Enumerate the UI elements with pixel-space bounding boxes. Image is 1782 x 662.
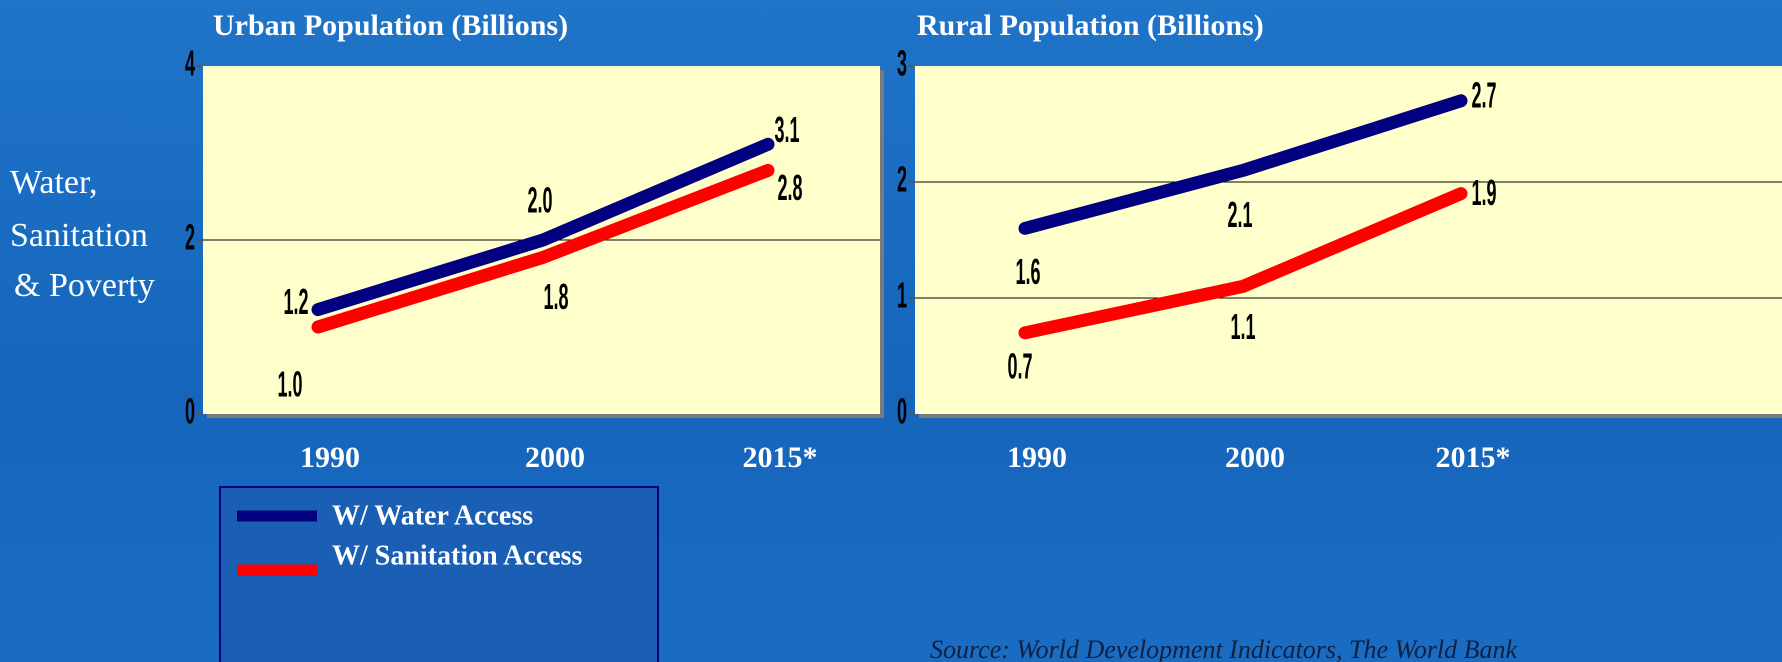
y-tick-label: 0 xyxy=(897,392,907,432)
chart-title: Rural Population (Billions) xyxy=(917,9,1264,42)
source-note: Source: World Development Indicators, Th… xyxy=(930,635,1518,662)
data-label: 3.1 xyxy=(774,110,799,150)
side-text: Sanitation xyxy=(10,217,148,254)
side-text: & Poverty xyxy=(14,267,155,304)
x-tick-label: 2000 xyxy=(525,441,585,474)
y-tick-label: 0 xyxy=(185,392,195,432)
data-label: 1.1 xyxy=(1230,307,1255,347)
data-label: 1.8 xyxy=(543,277,568,317)
data-label: 1.0 xyxy=(277,365,302,405)
series-line xyxy=(1018,187,1468,340)
data-label: 1.9 xyxy=(1471,173,1496,213)
series-line xyxy=(311,137,775,317)
x-tick-label: 2015* xyxy=(1436,441,1511,474)
data-label: 1.2 xyxy=(283,282,308,322)
data-label: 1.6 xyxy=(1015,252,1040,292)
data-label: 0.7 xyxy=(1007,347,1032,387)
series-line xyxy=(311,163,775,334)
legend-label: W/ Sanitation Access xyxy=(332,540,583,571)
data-label: 2.7 xyxy=(1471,76,1496,116)
y-tick-label: 2 xyxy=(897,160,907,200)
data-label: 2.1 xyxy=(1227,195,1252,235)
side-text: Water, xyxy=(10,164,97,201)
y-tick-label: 3 xyxy=(897,44,907,84)
x-tick-label: 1990 xyxy=(1007,441,1067,474)
y-tick-label: 2 xyxy=(185,218,195,258)
y-tick-label: 4 xyxy=(185,44,195,84)
data-label: 2.8 xyxy=(777,168,802,208)
series-line xyxy=(1018,94,1468,235)
chart-title: Urban Population (Billions) xyxy=(213,9,568,42)
x-tick-label: 2000 xyxy=(1225,441,1285,474)
legend-label: W/ Water Access xyxy=(332,500,533,531)
data-label: 2.0 xyxy=(527,181,552,221)
x-tick-label: 2015* xyxy=(743,441,818,474)
y-tick-label: 1 xyxy=(897,276,907,316)
x-tick-label: 1990 xyxy=(300,441,360,474)
